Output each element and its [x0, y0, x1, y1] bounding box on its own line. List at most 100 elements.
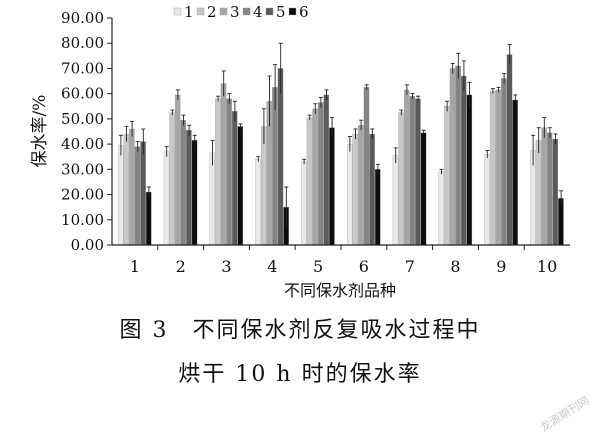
legend-swatch: [196, 7, 205, 16]
figure-caption-line-1: 图 3 不同保水剂反复吸水过程中: [0, 312, 600, 344]
x-axis-label: 不同保水剂品种: [284, 281, 396, 300]
bar: [312, 108, 318, 246]
bar: [169, 112, 175, 246]
bar: [277, 68, 284, 246]
figure-title-part-2: 烘干 10 h 时的保水率: [178, 362, 422, 387]
bar: [398, 112, 404, 246]
bar: [535, 140, 542, 246]
legend-label: 5: [276, 3, 286, 21]
bar: [220, 83, 227, 246]
y-tick-label: 30.00: [61, 160, 104, 178]
bar: [237, 126, 244, 246]
bar: [546, 132, 553, 246]
bar: [438, 171, 445, 246]
figure-number: 图 3: [119, 318, 169, 343]
bar: [317, 102, 324, 246]
bar: [420, 132, 427, 246]
bar: [180, 120, 187, 246]
x-tick-label: 4: [267, 257, 277, 276]
y-tick-label: 20.00: [61, 186, 104, 204]
bar: [444, 106, 450, 246]
bar: [260, 126, 267, 246]
bar: [352, 133, 359, 246]
bar: [455, 65, 461, 246]
bar: [226, 98, 232, 246]
bar: [255, 159, 261, 246]
bars-layer: [117, 54, 564, 246]
y-tick-label: 0.00: [71, 236, 104, 254]
x-tick-label: 6: [359, 257, 369, 276]
bar: [323, 94, 330, 246]
bar: [512, 99, 518, 246]
bar: [346, 143, 353, 246]
bar: [140, 141, 146, 246]
y-tick-label: 50.00: [61, 110, 104, 128]
bar: [392, 155, 399, 246]
legend-swatch: [242, 7, 251, 16]
bar: [209, 152, 216, 246]
x-tick-label: 2: [176, 257, 186, 276]
legend-label: 3: [230, 3, 240, 21]
x-tick-label: 8: [450, 257, 460, 276]
bar: [449, 68, 456, 246]
error-bars-layer: [118, 42, 564, 228]
bar: [301, 161, 307, 246]
y-tick-label: 10.00: [61, 211, 104, 229]
bar: [272, 87, 278, 246]
y-tick-label: 40.00: [61, 135, 104, 153]
figure-title-part-1: 不同保水剂反复吸水过程中: [192, 318, 481, 343]
bar: [306, 117, 313, 246]
bar: [409, 96, 416, 246]
bar: [489, 90, 496, 246]
bar: [117, 145, 124, 246]
bar: [329, 127, 335, 246]
bar: [552, 138, 559, 246]
y-tick-label: 80.00: [61, 34, 104, 52]
y-axis-ticks-layer: 0.00 10.00 20.00 30.00 40.00 50.00 60.00 70.00 8…: [61, 9, 112, 254]
figure-caption-line-2: 烘干 10 h 时的保水率: [0, 356, 600, 388]
legend-label: 4: [253, 3, 263, 21]
bar-chart: 0.00 10.00 20.00 30.00 40.00 50.00 60.00 70.00 8…: [30, 3, 570, 300]
bar: [541, 127, 547, 246]
bar: [145, 191, 152, 246]
bar: [215, 98, 221, 246]
bar: [374, 169, 381, 246]
bar: [134, 146, 141, 246]
bar: [129, 128, 135, 246]
x-tick-label: 7: [405, 257, 415, 276]
bar: [163, 151, 170, 246]
legend-swatch: [288, 7, 297, 16]
x-tick-label: 9: [496, 257, 506, 276]
bar: [369, 133, 375, 246]
bar: [363, 87, 370, 246]
bar: [123, 133, 130, 246]
bar: [415, 98, 421, 246]
legend-label: 1: [184, 3, 194, 21]
bar: [495, 89, 502, 246]
legend-swatch: [219, 7, 228, 16]
bar: [460, 75, 467, 246]
y-tick-label: 60.00: [61, 85, 104, 103]
x-tick-label: 5: [313, 257, 323, 276]
legend-label: 6: [299, 3, 309, 21]
x-tick-label: 10: [537, 257, 557, 276]
legend-label: 2: [207, 3, 217, 21]
y-axis-label: 保水率/%: [30, 95, 50, 168]
bar: [501, 78, 507, 246]
bar: [466, 94, 473, 246]
legend-swatch: [173, 7, 182, 16]
bar: [231, 111, 238, 246]
y-tick-label: 70.00: [61, 59, 104, 77]
x-tick-labels: 1 2 3 4 5 6 7 8 9 10: [130, 245, 557, 276]
bar: [506, 54, 513, 246]
bar: [484, 154, 490, 246]
y-tick-label: 90.00: [61, 9, 104, 27]
bar: [358, 125, 364, 246]
bar: [403, 89, 410, 246]
legend-swatch: [265, 7, 274, 16]
x-tick-label: 3: [221, 257, 231, 276]
x-tick-label: 1: [130, 257, 140, 276]
bar: [174, 94, 181, 246]
bar: [191, 140, 198, 246]
